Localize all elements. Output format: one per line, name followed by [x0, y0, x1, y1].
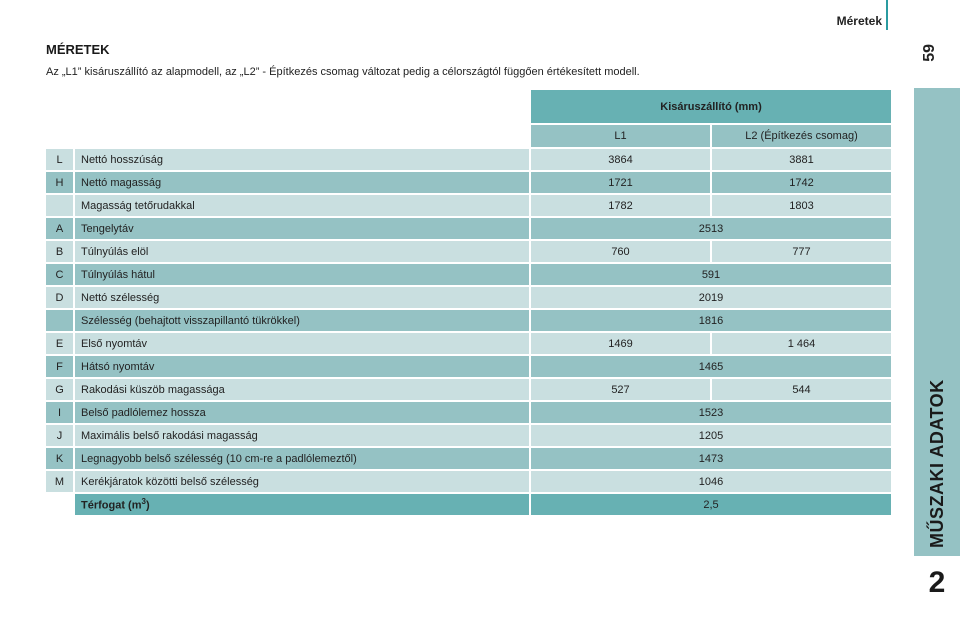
row-label: Legnagyobb belső szélesség (10 cm-re a p… — [74, 447, 531, 471]
table-group-header-row: Kisáruszállító (mm) — [46, 90, 893, 125]
row-value-l2: 1742 — [711, 171, 893, 195]
row-value: 2513 — [530, 217, 893, 241]
table-row: M Kerékjáratok közötti belső szélesség 104… — [46, 470, 893, 494]
row-key: I — [46, 401, 75, 425]
row-key: G — [46, 378, 75, 402]
row-key — [46, 194, 75, 218]
chapter-sidebar: MŰSZAKI ADATOK — [914, 88, 960, 556]
page-title: MÉRETEK — [46, 42, 110, 57]
volume-value: 2,5 — [530, 493, 893, 517]
table-row: J Maximális belső rakodási magasság 1205 — [46, 424, 893, 448]
table-row: Szélesség (behajtott visszapillantó tükr… — [46, 309, 893, 333]
row-label: Túlnyúlás hátul — [74, 263, 531, 287]
row-key: F — [46, 355, 75, 379]
row-label: Magasság tetőrudakkal — [74, 194, 531, 218]
table-row: D Nettó szélesség 2019 — [46, 286, 893, 310]
table-row: K Legnagyobb belső szélesség (10 cm-re a … — [46, 447, 893, 471]
row-key: D — [46, 286, 75, 310]
row-label: Rakodási küszöb magassága — [74, 378, 531, 402]
row-value-l1: 1782 — [530, 194, 712, 218]
section-title: Méretek — [836, 14, 882, 28]
row-value-l2: 777 — [711, 240, 893, 264]
row-label: Nettó szélesség — [74, 286, 531, 310]
row-key: L — [46, 148, 75, 172]
column-header-l2: L2 (Építkezés csomag) — [711, 124, 893, 149]
table-row: A Tengelytáv 2513 — [46, 217, 893, 241]
row-key: C — [46, 263, 75, 287]
row-key: B — [46, 240, 75, 264]
row-label: Nettó hosszúság — [74, 148, 531, 172]
row-value-l1: 760 — [530, 240, 712, 264]
row-value: 1465 — [530, 355, 893, 379]
row-value-l2: 1803 — [711, 194, 893, 218]
row-label: Hátsó nyomtáv — [74, 355, 531, 379]
table-subheader-row: L1 L2 (Építkezés csomag) — [46, 124, 893, 149]
column-group-header: Kisáruszállító (mm) — [530, 90, 893, 125]
table-row: L Nettó hosszúság 3864 3881 — [46, 148, 893, 172]
dimensions-table: Kisáruszállító (mm) L1 L2 (Építkezés cso… — [46, 90, 893, 517]
volume-unit-superscript: 3 — [141, 497, 146, 507]
table-row: F Hátsó nyomtáv 1465 — [46, 355, 893, 379]
volume-row: Térfogat (m3) 2,5 — [46, 493, 893, 517]
row-key — [46, 309, 75, 333]
table-row: C Túlnyúlás hátul 591 — [46, 263, 893, 287]
row-key: A — [46, 217, 75, 241]
row-value: 1046 — [530, 470, 893, 494]
row-label: Kerékjáratok közötti belső szélesség — [74, 470, 531, 494]
intro-text: Az „L1” kisáruszállító az alapmodell, az… — [46, 66, 640, 78]
row-value-l1: 527 — [530, 378, 712, 402]
table-row: H Nettó magasság 1721 1742 — [46, 171, 893, 195]
row-label: Nettó magasság — [74, 171, 531, 195]
row-value-l2: 3881 — [711, 148, 893, 172]
row-value-l2: 544 — [711, 378, 893, 402]
row-value: 1205 — [530, 424, 893, 448]
chapter-number: 2 — [928, 566, 946, 599]
row-label: Tengelytáv — [74, 217, 531, 241]
volume-label: Térfogat (m3) — [74, 493, 531, 517]
row-key: K — [46, 447, 75, 471]
row-value-l1: 1721 — [530, 171, 712, 195]
row-label: Maximális belső rakodási magasság — [74, 424, 531, 448]
row-label: Túlnyúlás elöl — [74, 240, 531, 264]
column-header-l1: L1 — [530, 124, 712, 149]
row-key: E — [46, 332, 75, 356]
row-label: Belső padlólemez hossza — [74, 401, 531, 425]
table-row: G Rakodási küszöb magassága 527 544 — [46, 378, 893, 402]
table-row: I Belső padlólemez hossza 1523 — [46, 401, 893, 425]
row-key: M — [46, 470, 75, 494]
table-row: Magasság tetőrudakkal 1782 1803 — [46, 194, 893, 218]
volume-label-text: Térfogat (m — [81, 499, 142, 512]
row-value: 2019 — [530, 286, 893, 310]
row-value-l1: 3864 — [530, 148, 712, 172]
row-label: Szélesség (behajtott visszapillantó tükr… — [74, 309, 531, 333]
row-value-l1: 1469 — [530, 332, 712, 356]
row-key: H — [46, 171, 75, 195]
row-value: 1473 — [530, 447, 893, 471]
row-value: 1523 — [530, 401, 893, 425]
header-divider — [886, 0, 888, 30]
table-row: E Első nyomtáv 1469 1 464 — [46, 332, 893, 356]
row-key: J — [46, 424, 75, 448]
volume-label-end: ) — [145, 499, 150, 512]
row-value-l2: 1 464 — [711, 332, 893, 356]
chapter-title: MŰSZAKI ADATOK — [927, 379, 947, 548]
row-value: 591 — [530, 263, 893, 287]
table-row: B Túlnyúlás elöl 760 777 — [46, 240, 893, 264]
row-value: 1816 — [530, 309, 893, 333]
page-number: 59 — [921, 44, 938, 62]
row-label: Első nyomtáv — [74, 332, 531, 356]
